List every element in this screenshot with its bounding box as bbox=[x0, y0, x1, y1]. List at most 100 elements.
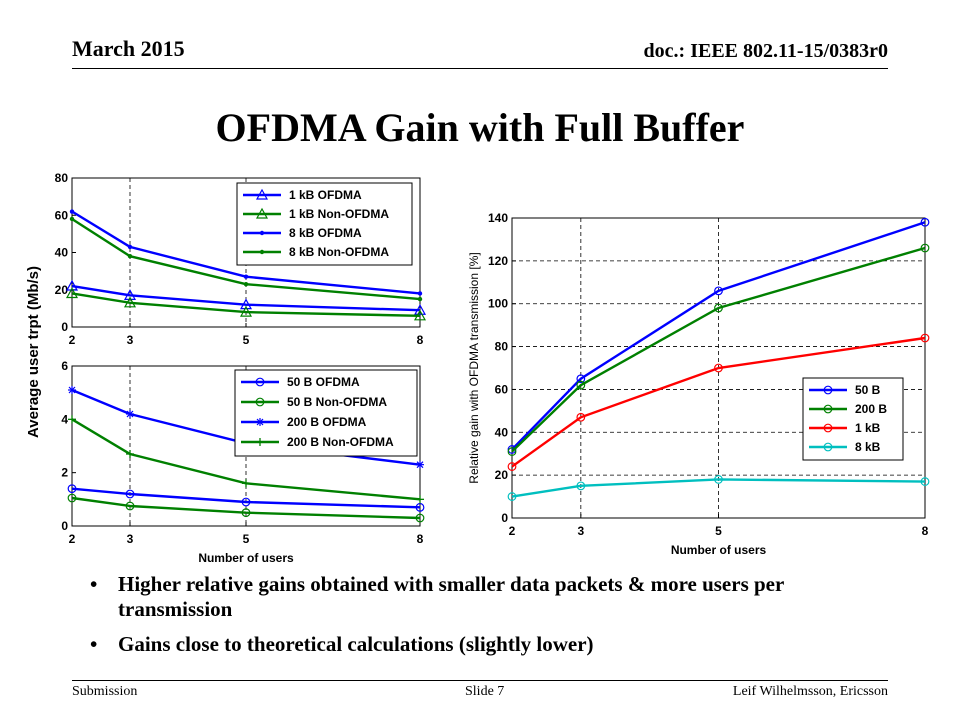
data-point bbox=[507, 447, 517, 456]
x-tick-label: 5 bbox=[243, 532, 250, 546]
x-axis-label: Number of users bbox=[198, 551, 294, 565]
data-point bbox=[920, 333, 930, 343]
x-tick-label: 3 bbox=[127, 532, 134, 546]
footer-divider bbox=[72, 680, 888, 681]
data-point bbox=[67, 484, 77, 494]
y-tick-label: 60 bbox=[55, 208, 69, 222]
data-point bbox=[920, 217, 930, 227]
series-line bbox=[71, 217, 421, 301]
legend-marker bbox=[255, 397, 265, 407]
x-tick-label: 3 bbox=[127, 333, 134, 347]
legend-marker bbox=[255, 207, 269, 219]
legend-label: 50 B OFDMA bbox=[287, 375, 360, 389]
data-point bbox=[127, 244, 133, 250]
legend-label: 8 kB OFDMA bbox=[289, 226, 362, 240]
data-point bbox=[68, 386, 76, 394]
data-point bbox=[68, 415, 76, 424]
legend-label: 200 B OFDMA bbox=[287, 415, 367, 429]
y-tick-label: 20 bbox=[495, 468, 509, 482]
y-axis-label: Average user trpt (Mb/s) bbox=[25, 266, 42, 438]
legend-label: 200 B Non-OFDMA bbox=[287, 435, 394, 449]
x-tick-label: 8 bbox=[922, 524, 929, 538]
data-point bbox=[242, 479, 250, 488]
data-point bbox=[920, 477, 930, 486]
data-point bbox=[243, 274, 249, 279]
data-point bbox=[67, 493, 77, 503]
series-line bbox=[71, 210, 421, 295]
legend-label: 200 B bbox=[855, 402, 887, 416]
data-point bbox=[576, 380, 586, 390]
y-tick-label: 140 bbox=[488, 211, 508, 225]
x-tick-label: 5 bbox=[715, 524, 722, 538]
data-point bbox=[576, 412, 586, 422]
header-date: March 2015 bbox=[72, 36, 185, 61]
y-tick-label: 0 bbox=[61, 320, 68, 334]
footer-submission: Submission bbox=[72, 684, 138, 699]
legend-label: 1 kB bbox=[855, 421, 881, 435]
x-tick-label: 3 bbox=[577, 524, 584, 538]
series-line bbox=[511, 221, 926, 451]
slide-title: OFDMA Gain with Full Buffer bbox=[215, 105, 745, 150]
y-tick-label: 80 bbox=[495, 340, 509, 354]
data-point bbox=[123, 296, 137, 308]
x-tick-label: 5 bbox=[243, 333, 250, 347]
series-line bbox=[71, 487, 421, 509]
y-tick-label: 100 bbox=[488, 297, 508, 311]
data-point bbox=[417, 296, 423, 302]
legend-label: 50 B Non-OFDMA bbox=[287, 395, 387, 409]
legend-label: 1 kB Non-OFDMA bbox=[289, 207, 389, 221]
legend-marker bbox=[823, 423, 833, 433]
series-line bbox=[511, 478, 926, 498]
series-line bbox=[71, 284, 421, 312]
y-tick-label: 0 bbox=[501, 511, 508, 525]
data-point bbox=[241, 508, 251, 518]
legend-marker bbox=[823, 442, 833, 452]
legend-label: 8 kB Non-OFDMA bbox=[289, 245, 389, 259]
y-axis-label: Relative gain with OFDMA transmission [%… bbox=[467, 252, 481, 483]
y-tick-label: 80 bbox=[55, 171, 69, 185]
series-line bbox=[511, 246, 926, 453]
data-point bbox=[415, 513, 425, 523]
y-tick-label: 2 bbox=[61, 466, 68, 480]
legend-marker bbox=[259, 249, 265, 255]
header-divider bbox=[72, 68, 888, 69]
data-point bbox=[413, 304, 427, 315]
x-axis-label: Number of users bbox=[671, 543, 767, 557]
footer-author: Leif Wilhelmsson, Ericsson bbox=[732, 684, 888, 699]
legend-marker bbox=[255, 377, 265, 387]
header-doc-id: doc.: IEEE 802.11-15/0383r0 bbox=[643, 40, 888, 62]
y-tick-label: 120 bbox=[488, 254, 508, 268]
data-point bbox=[507, 492, 517, 501]
data-point bbox=[416, 495, 424, 504]
legend-marker bbox=[255, 188, 269, 200]
data-point bbox=[714, 363, 723, 373]
data-point bbox=[243, 281, 249, 287]
x-tick-label: 2 bbox=[69, 333, 76, 347]
legend-marker bbox=[823, 404, 833, 414]
bullet-item: Higher relative gains obtained with smal… bbox=[90, 572, 900, 622]
data-point bbox=[65, 287, 79, 299]
series-line bbox=[71, 418, 421, 501]
data-point bbox=[413, 309, 427, 321]
x-tick-label: 8 bbox=[417, 333, 424, 347]
data-point bbox=[69, 209, 75, 214]
data-point bbox=[69, 216, 75, 222]
data-point bbox=[415, 502, 425, 512]
data-point bbox=[507, 462, 517, 471]
data-point bbox=[125, 501, 135, 511]
data-point bbox=[417, 291, 423, 296]
data-point bbox=[239, 298, 253, 310]
data-point bbox=[241, 497, 251, 507]
data-point bbox=[126, 410, 134, 418]
data-point bbox=[65, 279, 79, 291]
y-tick-label: 4 bbox=[61, 412, 68, 426]
data-point bbox=[714, 303, 723, 313]
data-point bbox=[127, 254, 133, 259]
legend-marker bbox=[823, 385, 833, 395]
y-tick-label: 60 bbox=[495, 382, 509, 396]
series-line bbox=[511, 336, 926, 468]
legend-marker bbox=[256, 438, 264, 446]
y-tick-label: 20 bbox=[55, 283, 69, 297]
bullet-list: Higher relative gains obtained with smal… bbox=[90, 572, 900, 667]
